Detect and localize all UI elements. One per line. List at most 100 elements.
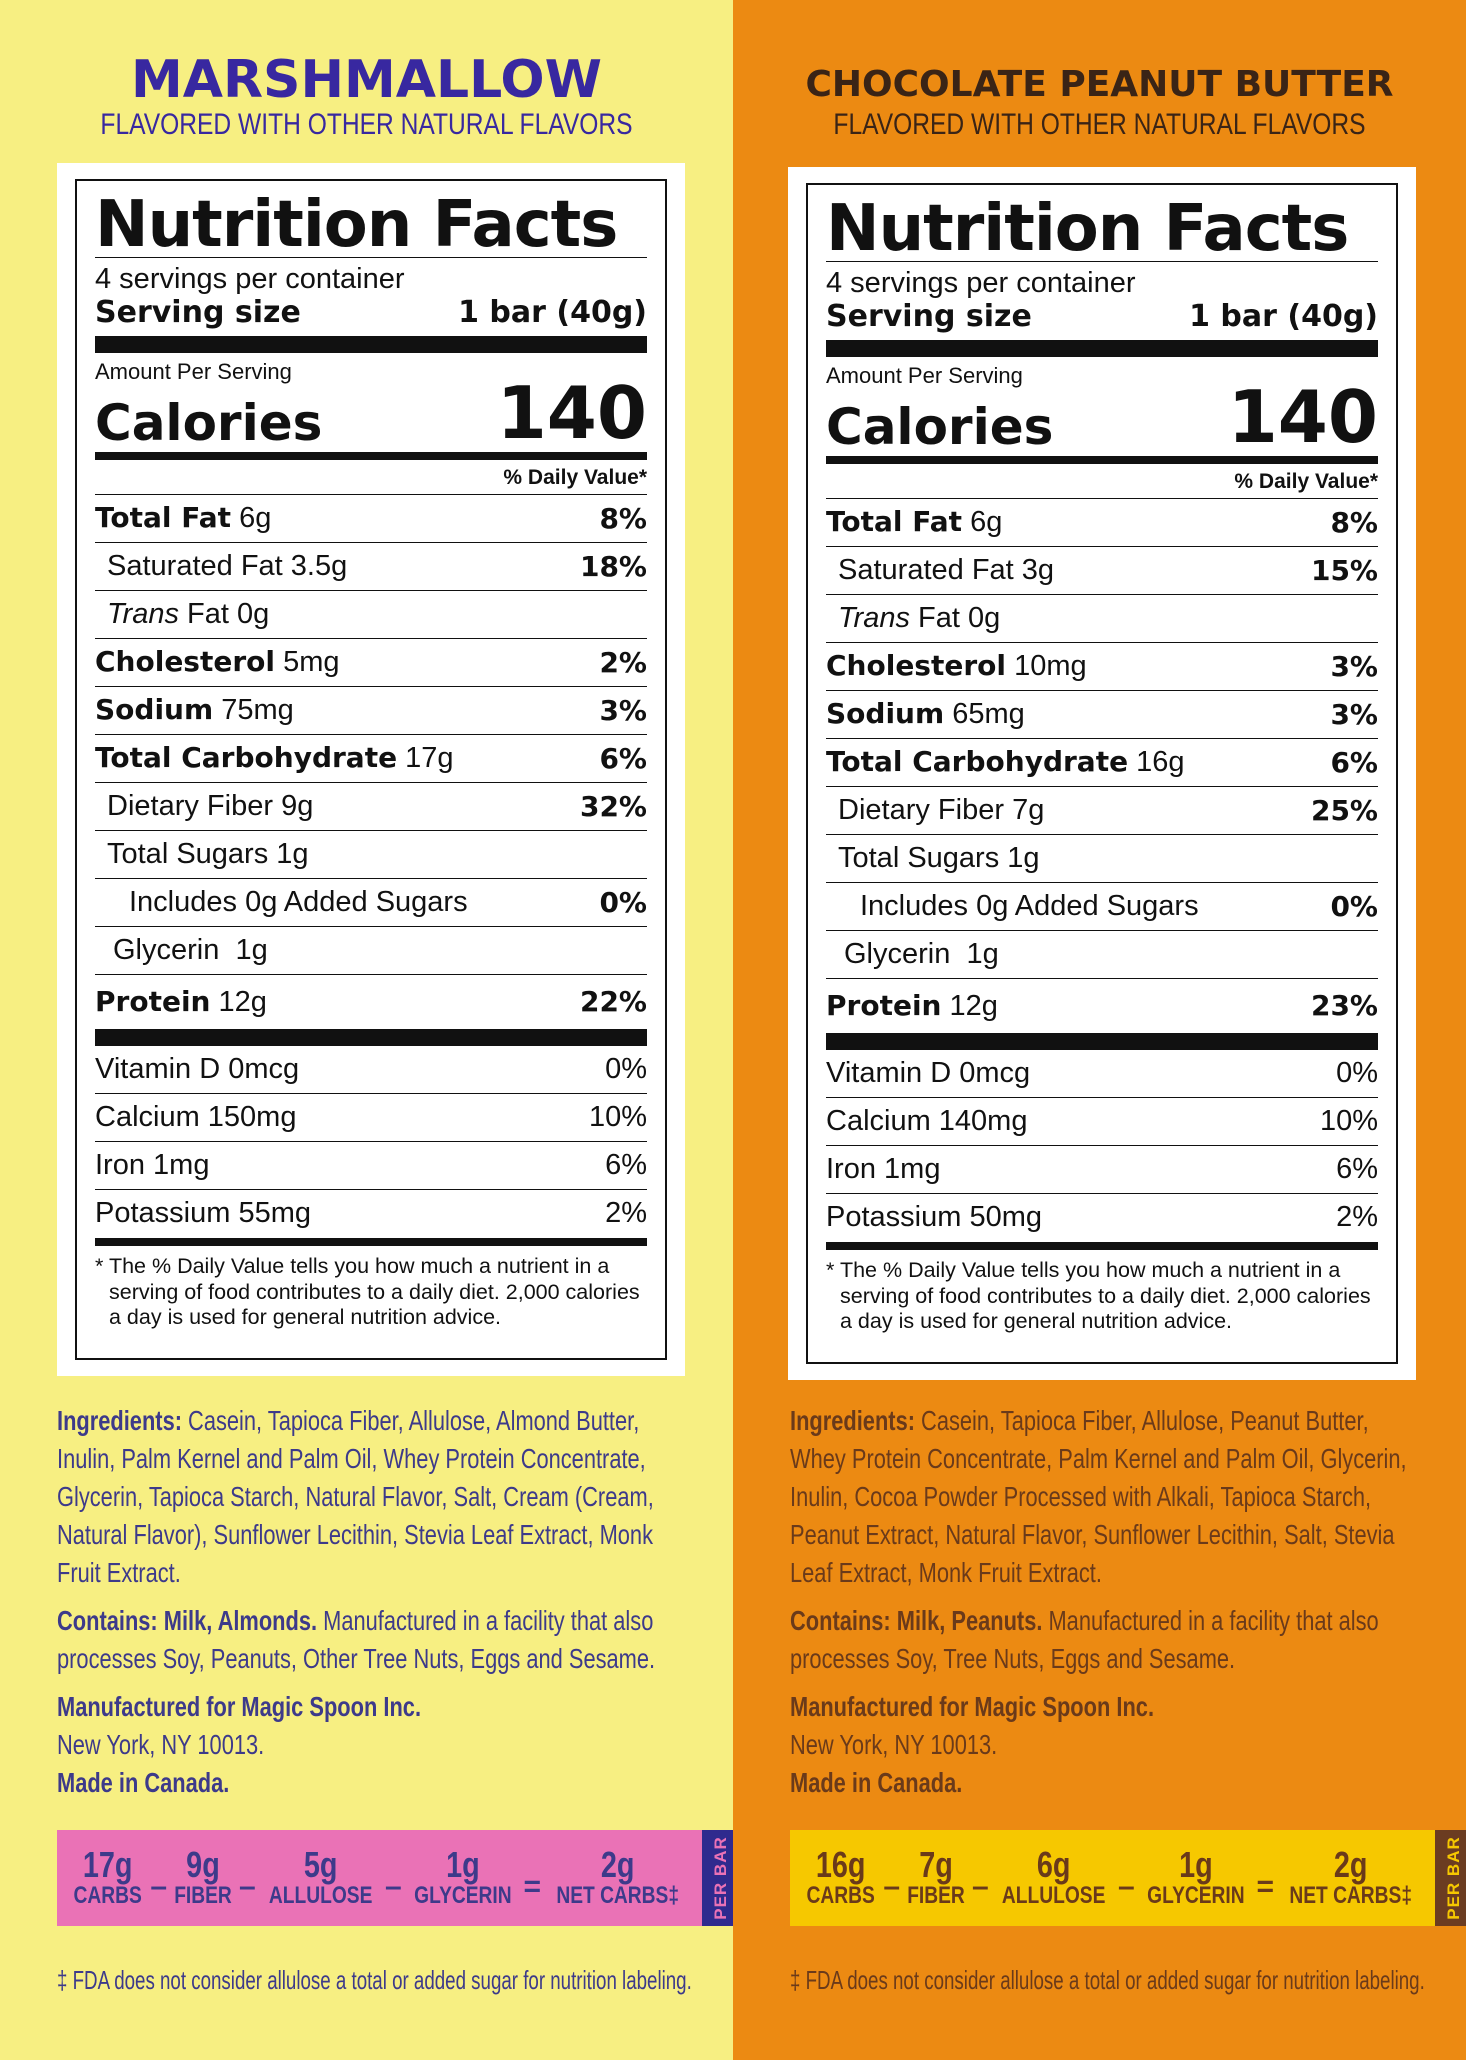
glycerin-item: 1g GLYCERIN: [413, 1843, 512, 1909]
added-sugars-row: Includes 0g Added Sugars 0%: [826, 883, 1378, 931]
nutrient-dv: 0%: [1336, 1056, 1378, 1089]
sodium-row: Sodium 75mg 3%: [95, 687, 647, 735]
sugars-row: Total Sugars 1g: [95, 831, 647, 879]
ingredients-text: Casein, Tapioca Fiber, Allulose, Almond …: [57, 1405, 654, 1588]
net-carbs-item: 2g NET CARBS‡: [1289, 1843, 1413, 1909]
nutrient-dv: 0%: [599, 885, 647, 919]
nutrient-name: Includes 0g Added Sugars: [860, 889, 1199, 922]
carbs-item: 17g CARBS: [73, 1843, 142, 1909]
serving-size-label: Serving size: [95, 294, 301, 330]
nutrient-name: Protein: [95, 984, 211, 1018]
allulose-item: 6g ALLULOSE: [1001, 1843, 1106, 1909]
nutrition-label: Nutrition Facts 4 servings per container…: [57, 163, 685, 1376]
protein-row: Protein 12g 22%: [95, 975, 647, 1029]
daily-value-footnote: * The % Daily Value tells you how much a…: [826, 1257, 1371, 1334]
nutrient-name: Glycerin: [113, 933, 220, 966]
nutrient-amount: 16g: [1136, 746, 1185, 779]
net-carbs-bar: 16g CARBS – 7g FIBER – 6g ALLULOSE – 1g GLYC…: [790, 1830, 1466, 1926]
vitamin-d-row: Vitamin D 0mcg 0%: [826, 1050, 1378, 1098]
minus-sign: –: [883, 1870, 901, 1903]
nutrient-name: Potassium 55mg: [95, 1197, 311, 1230]
nutrient-name: Vitamin D 0mcg: [95, 1052, 300, 1085]
nutrient-name: Calcium 150mg: [95, 1100, 297, 1133]
nutrient-name: Total Carbohydrate: [95, 741, 398, 775]
equals-sign: =: [523, 1870, 542, 1903]
nutrient-name: Includes 0g Added Sugars: [129, 885, 468, 918]
nutrient-dv: 32%: [579, 789, 647, 823]
glycerin-item: 1g GLYCERIN: [1146, 1843, 1245, 1909]
divider-thick: [95, 1028, 647, 1046]
nutrition-facts-title: Nutrition Facts: [95, 188, 618, 262]
added-sugars-row: Includes 0g Added Sugars 0%: [95, 879, 647, 927]
flavor-title: MARSHMALLOW: [131, 50, 602, 110]
nutrient-amount: 10mg: [1014, 650, 1087, 683]
minus-sign: –: [385, 1870, 402, 1903]
nutrient-name: Potassium 50mg: [826, 1201, 1042, 1234]
nutrient-name: Vitamin D 0mcg: [826, 1056, 1031, 1089]
serving-size-value: 1 bar (40g): [1189, 298, 1378, 334]
made-in: Made in Canada.: [57, 1767, 230, 1798]
contains-text: Manufactured in a facility that also pro…: [790, 1605, 1379, 1674]
minus-sign: –: [1118, 1870, 1135, 1903]
nutrient-amount: 9g: [281, 789, 314, 822]
vitamin-d-row: Vitamin D 0mcg 0%: [95, 1046, 647, 1094]
protein-row: Protein 12g 23%: [826, 979, 1378, 1033]
manufactured-for: Manufactured for Magic Spoon Inc.: [790, 1691, 1155, 1722]
contains-label: Contains: Milk, Almonds.: [57, 1605, 318, 1636]
amount-per-serving: Amount Per Serving: [95, 359, 292, 385]
nutrient-amount: 7g: [1012, 793, 1045, 826]
nutrient-dv: 10%: [588, 1100, 647, 1133]
nutrient-dv: 25%: [1310, 793, 1378, 827]
nutrient-dv: 6%: [1336, 1152, 1378, 1185]
glycerin-row: Glycerin 1g: [95, 927, 647, 975]
nutrient-name: Cholesterol: [95, 645, 275, 679]
nutrient-dv: 8%: [1330, 505, 1378, 539]
iron-row: Iron 1mg 6%: [826, 1146, 1378, 1194]
nutrient-name: Total Sugars: [107, 837, 269, 870]
nutrition-label: Nutrition Facts 4 servings per container…: [788, 167, 1416, 1380]
nutrient-amount: Fat 0g: [187, 597, 270, 630]
nutrient-name: Protein: [826, 988, 942, 1022]
ingredients: Ingredients: Casein, Tapioca Fiber, Allu…: [57, 1402, 681, 1592]
serving-size-label: Serving size: [826, 298, 1032, 334]
serving-size-value: 1 bar (40g): [458, 294, 647, 330]
divider: [826, 261, 1378, 262]
saturated-fat-row: Saturated Fat 3.5g 18%: [95, 543, 647, 591]
total-fat-row: Total Fat 6g 8%: [95, 495, 647, 543]
nutrient-name: Total Fat: [826, 505, 963, 539]
nutrient-amount: 17g: [405, 742, 454, 775]
fiber-item: 9g FIBER: [174, 1843, 232, 1909]
nutrient-name: Glycerin: [844, 937, 951, 970]
serving-size-row: Serving size 1 bar (40g): [95, 294, 647, 331]
product-info: Ingredients: Casein, Tapioca Fiber, Allu…: [57, 1402, 655, 1812]
total-carb-row: Total Carbohydrate 16g 6%: [826, 739, 1378, 787]
flavor-subtitle: FLAVORED WITH OTHER NATURAL FLAVORS: [833, 108, 1366, 141]
servings-per-container: 4 servings per container: [95, 263, 405, 295]
nutrient-amount: 1g: [235, 933, 268, 966]
nutrition-facts-title: Nutrition Facts: [826, 192, 1349, 266]
made-in: Made in Canada.: [790, 1767, 963, 1798]
flavor-title: CHOCOLATE PEANUT BUTTER: [805, 64, 1394, 105]
nutrient-dv: 6%: [1330, 745, 1378, 779]
iron-row: Iron 1mg 6%: [95, 1142, 647, 1190]
calories-label: Calories: [95, 393, 323, 452]
contains-label: Contains: Milk, Peanuts.: [790, 1605, 1043, 1636]
address: New York, NY 10013.: [57, 1729, 265, 1760]
saturated-fat-row: Saturated Fat 3g 15%: [826, 547, 1378, 595]
nutrient-amount: 5mg: [283, 646, 340, 679]
serving-size-row: Serving size 1 bar (40g): [826, 298, 1378, 335]
nutrient-name: Dietary Fiber: [107, 789, 273, 822]
nutrient-dv: 2%: [1336, 1201, 1378, 1234]
nutrient-name: Trans: [838, 601, 910, 634]
nutrient-amount: 6g: [970, 506, 1003, 539]
product-info: Ingredients: Casein, Tapioca Fiber, Allu…: [790, 1402, 1407, 1812]
fiber-item: 7g FIBER: [907, 1843, 965, 1909]
nutrient-dv: 0%: [605, 1052, 647, 1085]
amount-per-serving: Amount Per Serving: [826, 363, 1023, 389]
nutrient-dv: 2%: [599, 645, 647, 679]
nutrient-amount: 1g: [966, 937, 999, 970]
nutrient-name: Total Fat: [95, 501, 232, 535]
nutrient-dv: 23%: [1310, 989, 1378, 1023]
nutrient-dv: 8%: [599, 501, 647, 535]
divider-medium: [826, 1241, 1378, 1250]
